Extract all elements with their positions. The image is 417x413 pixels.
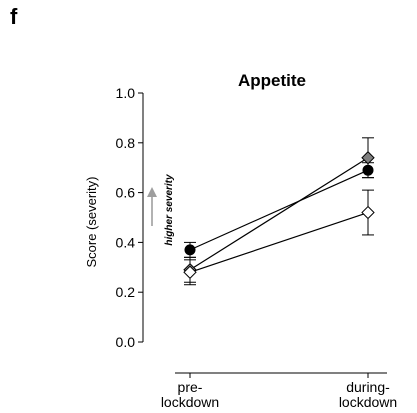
circle-marker [362,164,374,176]
series-line [189,211,369,273]
chart-title: Appetite [238,71,306,90]
series-1-markers [184,164,374,256]
x-axis: pre-lockdown during-lockdown [161,372,397,410]
y-tick-label: 0.0 [116,334,136,350]
x-tick-label: during-lockdown [339,379,397,410]
circle-marker [184,244,196,256]
series-3-lines [184,189,374,286]
y-axis: 0.0 0.2 0.4 0.6 0.8 1.0 [116,85,144,350]
series-1-lines [184,162,374,258]
series-layer [183,137,375,286]
y-tick-label: 0.4 [116,234,136,250]
y-tick-label: 0.2 [116,284,136,300]
series-line [189,157,369,271]
series-line [189,169,369,251]
severity-text: higher severity [164,174,175,246]
y-tick-label: 0.6 [116,185,136,201]
series-3-markers [183,205,375,279]
y-tick-label: 0.8 [116,135,136,151]
diamond-marker [361,205,375,220]
diamond-marker [183,265,197,279]
diamond-marker [361,151,375,165]
panel-letter: f [10,4,18,29]
y-tick-label: 1.0 [116,85,136,101]
y-axis-label: Score (severity) [84,176,99,267]
severity-annotation: higher severity [147,174,175,246]
severity-arrow-head-icon [147,187,157,197]
x-tick-label: pre-lockdown [161,379,219,410]
